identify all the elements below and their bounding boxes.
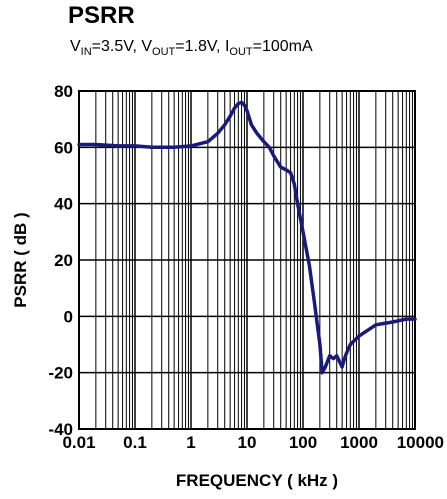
- y-axis-label: PSRR ( dB ): [11, 212, 30, 307]
- plot-frame: [78, 90, 416, 430]
- x-tick-label: 10: [238, 433, 257, 452]
- iout-value: =100mA: [252, 38, 313, 55]
- vin-label: V: [70, 38, 81, 55]
- vout-subscript: OUT: [152, 46, 176, 59]
- x-tick-label: 0.1: [123, 433, 147, 452]
- chart-subtitle: VIN=3.5V, VOUT=1.8V, IOUT=100mA: [70, 38, 313, 58]
- y-tick-label: -20: [48, 364, 73, 383]
- vin-value: =3.5V,: [91, 38, 142, 55]
- y-tick-label: 20: [54, 251, 73, 270]
- vout-value: =1.8V,: [175, 38, 225, 55]
- vout-label: V: [141, 38, 153, 55]
- iout-label: I: [224, 38, 230, 55]
- y-tick-label: 80: [54, 82, 73, 101]
- series-line-0: [77, 100, 417, 375]
- y-tick-label: 60: [54, 138, 73, 157]
- y-tick-label: -40: [48, 420, 73, 439]
- x-tick-label: 10000: [397, 433, 444, 452]
- x-axis-label: FREQUENCY ( kHz ): [176, 471, 338, 490]
- x-tick-label: 1: [186, 433, 195, 452]
- chart-title: PSRR: [68, 2, 135, 29]
- y-tick-label: 40: [54, 195, 73, 214]
- iout-subscript: OUT: [229, 46, 253, 59]
- x-tick-label: 100: [289, 433, 317, 452]
- x-tick-label: 1000: [340, 433, 378, 452]
- x-tick-label: 0.01: [62, 433, 95, 452]
- vin-subscript: IN: [80, 46, 92, 59]
- y-tick-label: 0: [64, 307, 73, 326]
